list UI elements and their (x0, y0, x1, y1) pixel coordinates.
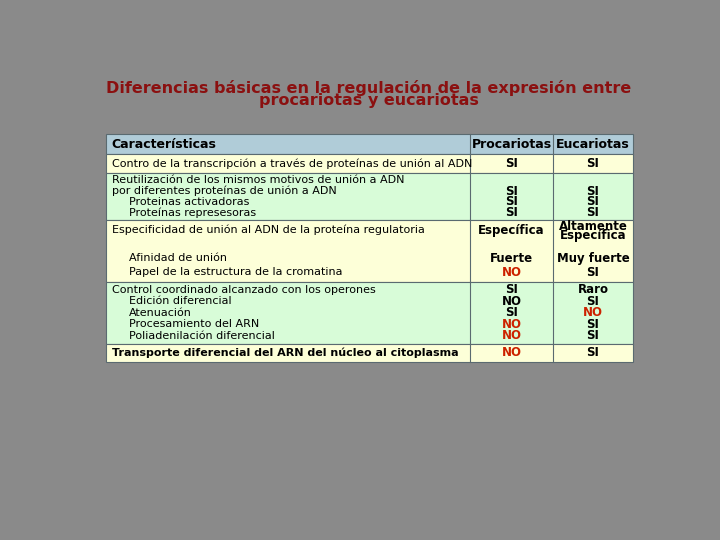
Text: SI: SI (505, 157, 518, 170)
Text: Poliadenilación diferencial: Poliadenilación diferencial (129, 330, 274, 341)
Text: SI: SI (587, 329, 600, 342)
Text: SI: SI (505, 306, 518, 319)
Text: Características: Características (112, 138, 217, 151)
Text: NO: NO (502, 295, 521, 308)
Text: Raro: Raro (577, 284, 608, 296)
Text: Procesamiento del ARN: Procesamiento del ARN (129, 319, 259, 329)
Text: Proteínas represesoras: Proteínas represesoras (129, 207, 256, 218)
Text: Eucariotas: Eucariotas (556, 138, 630, 151)
Text: procariotas y eucariotas: procariotas y eucariotas (259, 93, 479, 107)
Text: Control coordinado alcanzado con los operones: Control coordinado alcanzado con los ope… (112, 285, 375, 295)
Text: Proteinas activadoras: Proteinas activadoras (129, 197, 249, 207)
Bar (106, 220, 632, 282)
Text: Fuerte: Fuerte (490, 252, 534, 265)
Text: NO: NO (502, 266, 521, 279)
Text: Muy fuerte: Muy fuerte (557, 252, 629, 265)
Text: Específica: Específica (559, 229, 626, 242)
Text: Especificidad de unión al ADN de la proteína regulatoria: Especificidad de unión al ADN de la prot… (112, 225, 425, 235)
Text: Edición diferencial: Edición diferencial (129, 296, 231, 306)
Text: SI: SI (587, 318, 600, 330)
Text: SI: SI (587, 295, 600, 308)
Text: NO: NO (502, 329, 521, 342)
Text: SI: SI (587, 266, 600, 279)
Text: SI: SI (505, 284, 518, 296)
Text: Contro de la transcripción a través de proteínas de unión al ADN: Contro de la transcripción a través de p… (112, 158, 472, 168)
Text: SI: SI (587, 157, 600, 170)
Bar (106, 282, 632, 343)
Text: SI: SI (587, 195, 600, 208)
Bar (106, 343, 632, 362)
Text: Atenuación: Atenuación (129, 308, 192, 318)
Text: Específica: Específica (478, 224, 545, 237)
Text: Altamente: Altamente (559, 220, 627, 233)
Text: Reutilización de los mismos motivos de unión a ADN: Reutilización de los mismos motivos de u… (112, 175, 404, 185)
Text: SI: SI (587, 346, 600, 359)
Text: NO: NO (502, 346, 521, 359)
Text: por diferentes proteínas de unión a ADN: por diferentes proteínas de unión a ADN (112, 186, 336, 197)
Text: Procariotas: Procariotas (472, 138, 552, 151)
Text: SI: SI (505, 185, 518, 198)
Text: SI: SI (505, 206, 518, 219)
Text: SI: SI (505, 195, 518, 208)
Text: SI: SI (587, 185, 600, 198)
Text: NO: NO (502, 318, 521, 330)
Text: Diferencias básicas en la regulación de la expresión entre: Diferencias básicas en la regulación de … (107, 80, 631, 96)
Text: SI: SI (587, 206, 600, 219)
Bar (106, 173, 632, 220)
Text: NO: NO (583, 306, 603, 319)
Text: Afinidad de unión: Afinidad de unión (129, 253, 227, 263)
Text: Papel de la estructura de la cromatina: Papel de la estructura de la cromatina (129, 267, 342, 277)
Bar (106, 154, 632, 173)
Bar (106, 134, 632, 154)
Text: Transporte diferencial del ARN del núcleo al citoplasma: Transporte diferencial del ARN del núcle… (112, 348, 459, 358)
